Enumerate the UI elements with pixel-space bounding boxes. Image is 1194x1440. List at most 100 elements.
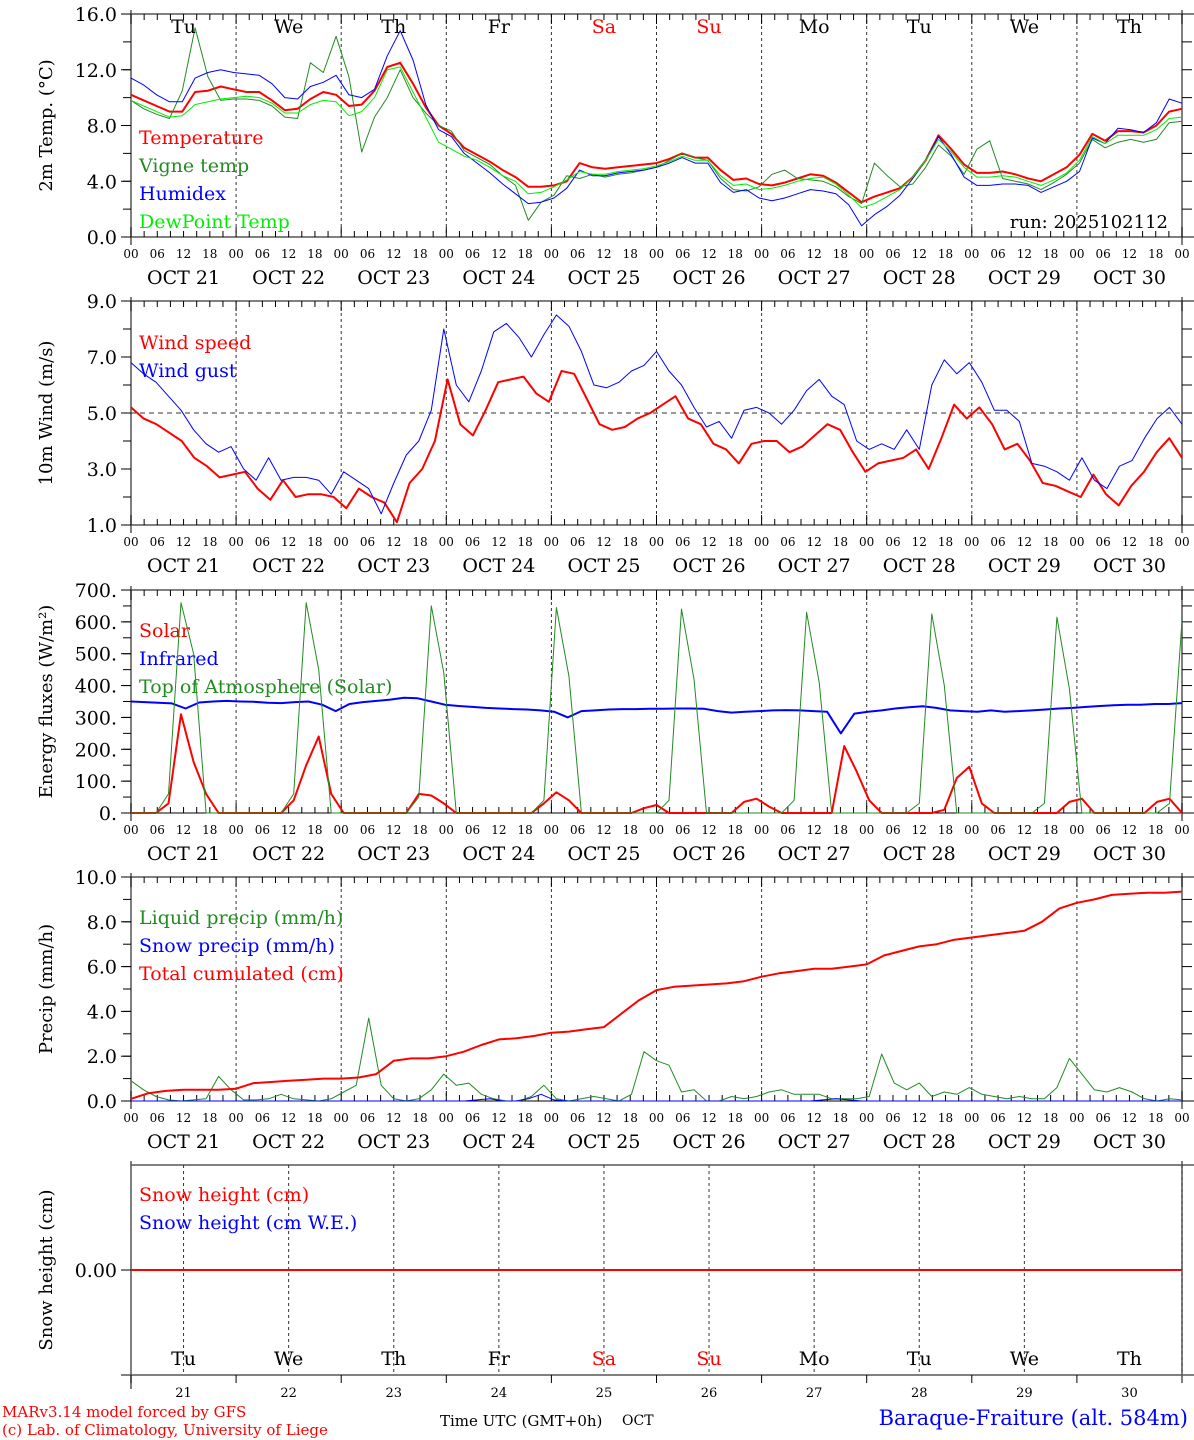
date-label: OCT 22 bbox=[252, 267, 325, 289]
hour-tick-label: 12 bbox=[1017, 823, 1032, 837]
hour-tick-label: 00 bbox=[544, 1111, 559, 1125]
month-label: OCT bbox=[622, 1413, 654, 1429]
hour-tick-label: 12 bbox=[1017, 1111, 1032, 1125]
hour-tick-label: 12 bbox=[176, 1111, 191, 1125]
y-tick-label: 0.00 bbox=[75, 1260, 117, 1282]
hour-tick-label: 06 bbox=[675, 823, 690, 837]
hour-tick-label: 12 bbox=[1017, 247, 1032, 261]
date-label: OCT 26 bbox=[673, 1131, 746, 1153]
day-abbr-label: Su bbox=[696, 1348, 721, 1370]
hour-tick-label: 00 bbox=[859, 535, 874, 549]
hour-tick-label: 12 bbox=[701, 1111, 716, 1125]
day-number-label: 29 bbox=[1016, 1386, 1033, 1401]
hour-tick-label: 06 bbox=[465, 823, 480, 837]
hour-tick-label: 18 bbox=[623, 535, 638, 549]
hour-tick-label: 18 bbox=[1148, 1111, 1163, 1125]
y-axis-label: Snow height (cm) bbox=[36, 1189, 57, 1350]
hour-tick-label: 06 bbox=[780, 823, 795, 837]
hour-tick-label: 00 bbox=[439, 1111, 454, 1125]
hour-tick-label: 12 bbox=[596, 535, 611, 549]
y-tick-label: 5.0 bbox=[87, 403, 117, 425]
day-abbr-label: Th bbox=[1117, 1348, 1142, 1370]
legend-entry: Liquid precip (mm/h) bbox=[139, 907, 343, 929]
hour-tick-label: 00 bbox=[1174, 535, 1189, 549]
hour-tick-label: 18 bbox=[728, 823, 743, 837]
day-abbr-label: Th bbox=[381, 1348, 406, 1370]
y-tick-label: 4.0 bbox=[87, 1001, 117, 1023]
day-abbr-label: We bbox=[274, 16, 303, 38]
y-tick-label: 200. bbox=[75, 739, 117, 761]
y-axis-label: 10m Wind (m/s) bbox=[36, 341, 57, 486]
hour-tick-label: 18 bbox=[517, 823, 532, 837]
hour-tick-label: 18 bbox=[728, 535, 743, 549]
day-abbr-label: Fr bbox=[488, 16, 511, 38]
hour-tick-label: 18 bbox=[202, 535, 217, 549]
day-abbr-label: Th bbox=[1117, 16, 1142, 38]
hour-tick-label: 06 bbox=[675, 1111, 690, 1125]
day-abbr-label: Sa bbox=[592, 16, 616, 38]
hour-tick-label: 18 bbox=[307, 247, 322, 261]
hour-tick-label: 06 bbox=[1096, 535, 1111, 549]
hour-tick-label: 12 bbox=[1122, 247, 1137, 261]
hour-tick-label: 06 bbox=[990, 823, 1005, 837]
hour-tick-label: 06 bbox=[150, 823, 165, 837]
y-tick-label: 700. bbox=[75, 580, 117, 602]
hour-tick-label: 00 bbox=[1069, 535, 1084, 549]
hour-tick-label: 18 bbox=[728, 247, 743, 261]
date-label: OCT 25 bbox=[567, 1131, 640, 1153]
hour-tick-label: 06 bbox=[255, 247, 270, 261]
hour-tick-label: 06 bbox=[675, 535, 690, 549]
date-label: OCT 22 bbox=[252, 1131, 325, 1153]
hour-tick-label: 06 bbox=[1096, 823, 1111, 837]
day-number-label: 30 bbox=[1121, 1386, 1138, 1401]
hour-tick-label: 12 bbox=[596, 247, 611, 261]
day-abbr-label: Tu bbox=[907, 16, 932, 38]
hour-tick-label: 12 bbox=[176, 247, 191, 261]
y-tick-label: 12.0 bbox=[75, 60, 117, 82]
hour-tick-label: 18 bbox=[938, 247, 953, 261]
day-abbr-label: Fr bbox=[488, 1348, 511, 1370]
hour-tick-label: 18 bbox=[1043, 247, 1058, 261]
date-label: OCT 25 bbox=[567, 267, 640, 289]
y-tick-label: 300. bbox=[75, 707, 117, 729]
series-line-wind-gust bbox=[130, 314, 1183, 515]
day-abbr-label: Tu bbox=[907, 1348, 932, 1370]
hour-tick-label: 06 bbox=[570, 535, 585, 549]
hour-tick-label: 06 bbox=[885, 247, 900, 261]
hour-tick-label: 18 bbox=[412, 823, 427, 837]
hour-tick-label: 12 bbox=[807, 1111, 822, 1125]
hour-tick-label: 00 bbox=[859, 1111, 874, 1125]
legend-entry: Solar bbox=[139, 620, 191, 642]
hour-tick-label: 00 bbox=[439, 247, 454, 261]
day-abbr-label: Sa bbox=[592, 1348, 616, 1370]
hour-tick-label: 06 bbox=[255, 535, 270, 549]
hour-tick-label: 00 bbox=[754, 1111, 769, 1125]
date-label: OCT 24 bbox=[462, 555, 535, 577]
hour-tick-label: 06 bbox=[990, 247, 1005, 261]
hour-tick-label: 18 bbox=[307, 535, 322, 549]
hour-tick-label: 06 bbox=[1096, 1111, 1111, 1125]
hour-tick-label: 00 bbox=[1174, 1111, 1189, 1125]
hour-tick-label: 12 bbox=[491, 535, 506, 549]
hour-tick-label: 12 bbox=[1122, 823, 1137, 837]
hour-tick-label: 18 bbox=[623, 823, 638, 837]
series-line-dewpoint-temp bbox=[130, 66, 1183, 209]
y-axis-label: Precip (mm/h) bbox=[36, 924, 57, 1054]
hour-tick-label: 06 bbox=[465, 247, 480, 261]
date-label: OCT 23 bbox=[357, 267, 430, 289]
y-tick-label: 400. bbox=[75, 676, 117, 698]
legend-entry: Snow height (cm) bbox=[139, 1184, 309, 1206]
date-label: OCT 29 bbox=[988, 1131, 1061, 1153]
hour-tick-label: 00 bbox=[228, 247, 243, 261]
hour-tick-label: 06 bbox=[150, 535, 165, 549]
date-label: OCT 23 bbox=[357, 843, 430, 865]
series-line-humidex bbox=[130, 30, 1183, 227]
legend-entry: Wind speed bbox=[139, 332, 251, 354]
legend-entry: Temperature bbox=[139, 127, 263, 149]
hour-tick-label: 18 bbox=[517, 247, 532, 261]
hour-tick-label: 18 bbox=[517, 1111, 532, 1125]
hour-tick-label: 12 bbox=[807, 823, 822, 837]
hour-tick-label: 00 bbox=[123, 535, 138, 549]
hour-tick-label: 06 bbox=[360, 1111, 375, 1125]
